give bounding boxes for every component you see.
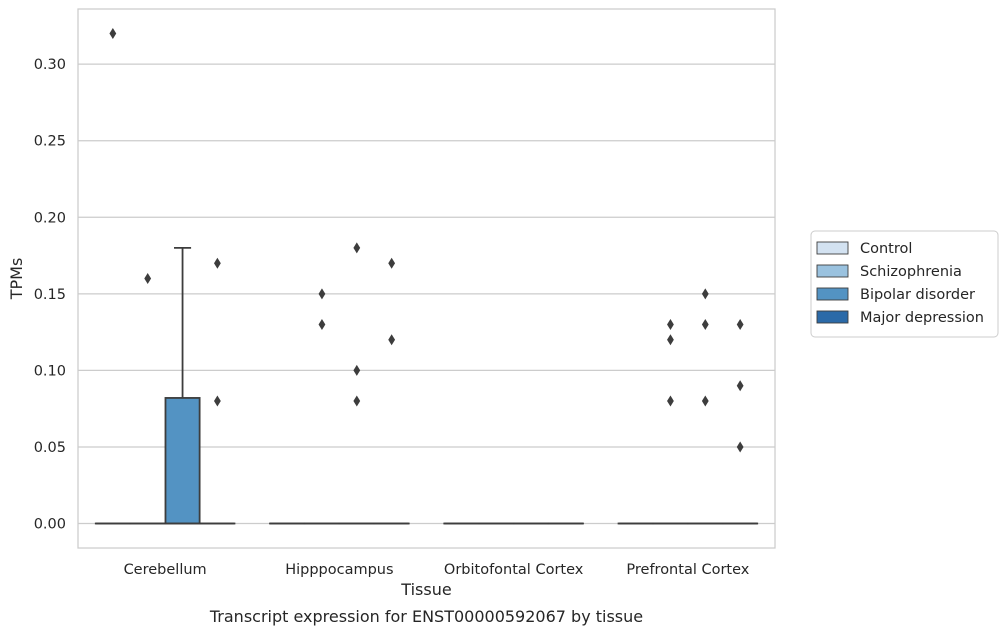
legend-item: Schizophrenia — [816, 264, 962, 280]
outlier-point — [353, 242, 361, 254]
x-tick-label: Orbitofontal Cortex — [444, 562, 584, 578]
legend-item: Bipolar disorder — [816, 287, 975, 303]
legend: Control Schizophrenia Bipolar disorder Majo… — [810, 230, 999, 338]
y-tick-label: 0.15 — [34, 287, 66, 303]
legend-swatch — [816, 287, 849, 301]
legend-label: Control — [860, 241, 912, 257]
legend-item: Control — [816, 241, 912, 257]
x-tick-label: Prefrontal Cortex — [626, 562, 749, 578]
y-tick-label: 0.30 — [34, 57, 66, 73]
outlier-point — [109, 28, 117, 39]
outlier-point — [353, 364, 361, 376]
outlier-point — [318, 288, 326, 300]
outlier-point — [667, 395, 674, 407]
x-tick-labels: Cerebellum Hipppocampus Orbitofontal Corte… — [124, 562, 750, 578]
legend-label: Bipolar disorder — [860, 287, 975, 303]
y-axis-title: TPMs — [7, 258, 26, 301]
legend-swatch — [816, 310, 849, 324]
y-tick-label: 0.10 — [34, 363, 66, 379]
legend-swatch — [816, 241, 849, 255]
outlier-point — [667, 318, 674, 330]
y-tick-label: 0.25 — [34, 134, 66, 150]
legend-item: Major depression — [816, 310, 984, 326]
x-tick-label: Cerebellum — [124, 562, 207, 578]
box-bipolar-disorder-0 — [164, 246, 201, 525]
outlier-point — [318, 318, 326, 330]
legend-label: Major depression — [860, 310, 984, 326]
outlier-point — [736, 318, 744, 330]
y-tick-label: 0.05 — [34, 440, 66, 456]
outlier-point — [388, 334, 396, 346]
box-body — [164, 397, 201, 525]
legend-swatch — [816, 264, 849, 278]
y-tick-label: 0.20 — [34, 210, 66, 226]
legend-label: Schizophrenia — [860, 264, 962, 280]
x-axis-title: Tissue — [400, 580, 451, 599]
y-tick-label: 0.00 — [34, 517, 66, 533]
plot-frame — [77, 8, 776, 549]
outlier-point — [701, 318, 709, 330]
outlier-point — [667, 334, 674, 346]
box-layer — [94, 246, 759, 525]
outlier-point — [736, 441, 744, 453]
outlier-point — [736, 380, 744, 392]
outlier-point — [144, 273, 152, 284]
legend-frame — [810, 230, 999, 338]
outlier-point — [214, 395, 221, 407]
x-tick-label: Hipppocampus — [285, 562, 393, 578]
outlier-point — [388, 257, 396, 269]
outlier-point — [701, 395, 709, 407]
chart-caption: Transcript expression for ENST0000059206… — [209, 607, 643, 626]
outlier-point — [701, 288, 709, 300]
outlier-point — [214, 257, 221, 269]
y-tick-labels: 0.00 0.05 0.10 0.15 0.20 0.25 0.30 — [34, 57, 66, 532]
outlier-layer — [109, 28, 744, 453]
outlier-point — [353, 395, 361, 407]
